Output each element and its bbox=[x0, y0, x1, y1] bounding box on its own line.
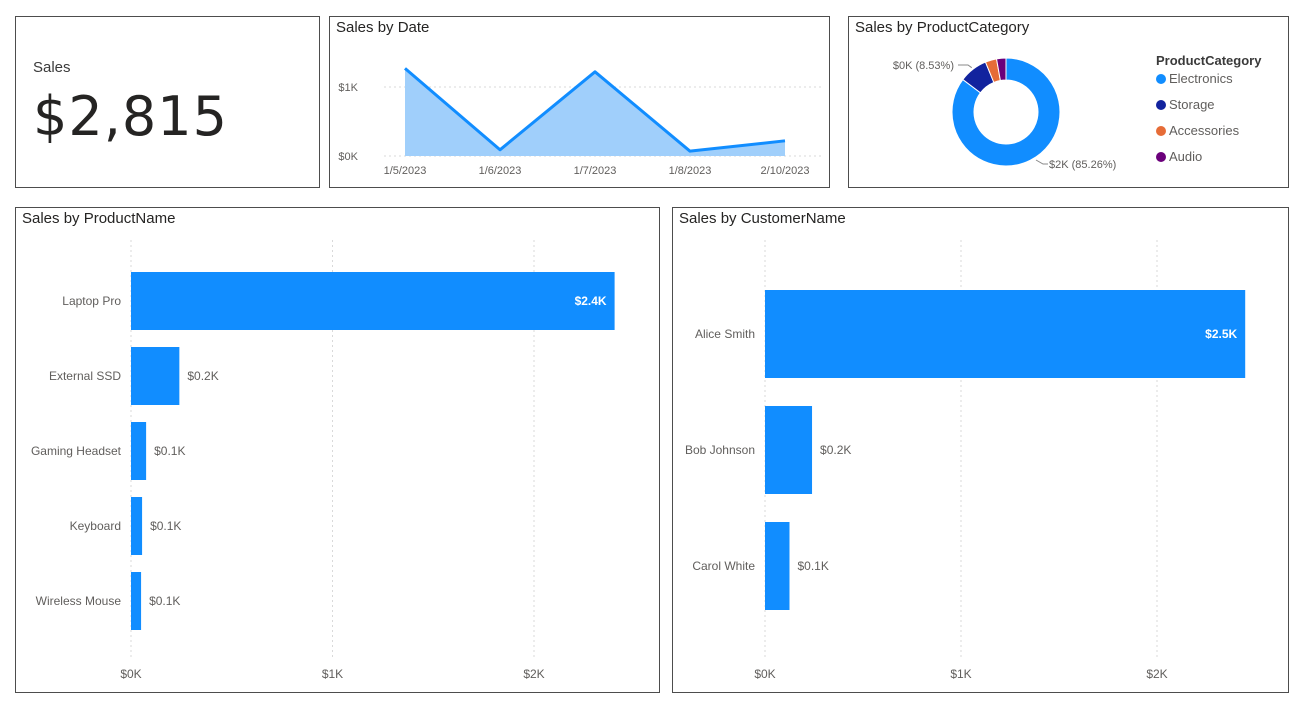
category-label: Keyboard bbox=[70, 519, 121, 533]
chart-title: Sales by ProductName bbox=[22, 210, 176, 227]
x-tick-label: 2/10/2023 bbox=[761, 165, 810, 177]
series-area bbox=[405, 68, 785, 156]
legend-marker-electronics bbox=[1156, 74, 1166, 84]
bar bbox=[765, 522, 790, 610]
data-label: $0.1K bbox=[149, 594, 180, 608]
data-label: $0.2K bbox=[820, 443, 851, 457]
category-label: Gaming Headset bbox=[31, 444, 122, 458]
series-line bbox=[404, 67, 786, 153]
sales-by-productname-chart: $0K $1K $2K Laptop Pro $2.4K External SSD $0.2… bbox=[31, 240, 615, 681]
bar bbox=[765, 290, 1246, 378]
chart-title: Sales by CustomerName bbox=[679, 210, 846, 227]
x-tick-label: $0K bbox=[120, 667, 141, 681]
sales-by-date-chart: $0K $1K 1/5/2023 1/6/2023 1/7/2023 1/8/2023 2/… bbox=[338, 67, 822, 177]
legend-item-electronics: Electronics bbox=[1169, 71, 1233, 86]
bar bbox=[131, 422, 147, 480]
sales-by-productcategory-chart: $2K (85.26%) $0K (8.53%) ProductCategory El… bbox=[893, 53, 1262, 171]
bar bbox=[131, 497, 143, 555]
data-label: $0.2K bbox=[187, 369, 218, 383]
kpi-value: $2,815 bbox=[33, 85, 228, 148]
sales-by-customername-chart: $0K $1K $2K Alice Smith $2.5K Bob Johnson $0.2… bbox=[685, 240, 1246, 681]
data-label: $2.5K bbox=[1205, 327, 1237, 341]
data-label: $0.1K bbox=[150, 519, 181, 533]
bar bbox=[131, 272, 615, 330]
category-label: Carol White bbox=[692, 559, 755, 573]
x-tick-label: 1/8/2023 bbox=[669, 165, 712, 177]
data-label: $2.4K bbox=[575, 294, 607, 308]
legend-item-storage: Storage bbox=[1169, 97, 1215, 112]
data-label: $0.1K bbox=[798, 559, 829, 573]
chart-title: Sales by ProductCategory bbox=[855, 19, 1030, 36]
y-tick-label: $0K bbox=[338, 151, 358, 163]
y-tick-label: $1K bbox=[338, 82, 358, 94]
legend-title: ProductCategory bbox=[1156, 53, 1262, 68]
legend-item-audio: Audio bbox=[1169, 149, 1202, 164]
x-tick-label: $1K bbox=[950, 667, 971, 681]
x-tick-label: 1/6/2023 bbox=[479, 165, 522, 177]
chart-title: Sales by Date bbox=[336, 19, 430, 36]
legend-marker-audio bbox=[1156, 152, 1166, 162]
data-label: $0K (8.53%) bbox=[893, 60, 954, 72]
leader-line bbox=[1035, 159, 1048, 165]
data-label: $2K (85.26%) bbox=[1049, 159, 1116, 171]
x-tick-label: 1/5/2023 bbox=[384, 165, 427, 177]
data-label: $0.1K bbox=[154, 444, 185, 458]
legend-marker-accessories bbox=[1156, 126, 1166, 136]
x-tick-label: $0K bbox=[754, 667, 775, 681]
slice-audio bbox=[995, 57, 1007, 82]
x-tick-label: $1K bbox=[322, 667, 343, 681]
category-label: Wireless Mouse bbox=[36, 594, 122, 608]
category-label: Bob Johnson bbox=[685, 443, 755, 457]
bar bbox=[131, 572, 142, 630]
x-tick-label: $2K bbox=[523, 667, 544, 681]
category-label: Laptop Pro bbox=[62, 294, 121, 308]
category-label: Alice Smith bbox=[695, 327, 755, 341]
x-tick-label: $2K bbox=[1146, 667, 1167, 681]
slice-electronics bbox=[951, 57, 1061, 167]
sales-by-productcategory-card[interactable]: Sales by ProductCategory $2K (85.26%) $0K… bbox=[848, 16, 1289, 188]
kpi-label: Sales bbox=[33, 59, 71, 76]
bar bbox=[765, 406, 813, 494]
legend-marker-storage bbox=[1156, 100, 1166, 110]
category-label: External SSD bbox=[49, 369, 121, 383]
sales-by-customername-card[interactable]: Sales by CustomerName $0K $1K $2K Alice Smi… bbox=[672, 207, 1289, 693]
x-tick-label: 1/7/2023 bbox=[574, 165, 617, 177]
leader-line bbox=[958, 64, 973, 69]
bar bbox=[131, 347, 180, 405]
kpi-card[interactable]: Sales $2,815 bbox=[15, 16, 320, 188]
legend-item-accessories: Accessories bbox=[1169, 123, 1240, 138]
sales-by-date-card[interactable]: Sales by Date $0K $1K 1/5/2023 1/6/2023 1/7/… bbox=[329, 16, 830, 188]
sales-by-productname-card[interactable]: Sales by ProductName $0K $1K $2K Laptop Pro… bbox=[15, 207, 660, 693]
